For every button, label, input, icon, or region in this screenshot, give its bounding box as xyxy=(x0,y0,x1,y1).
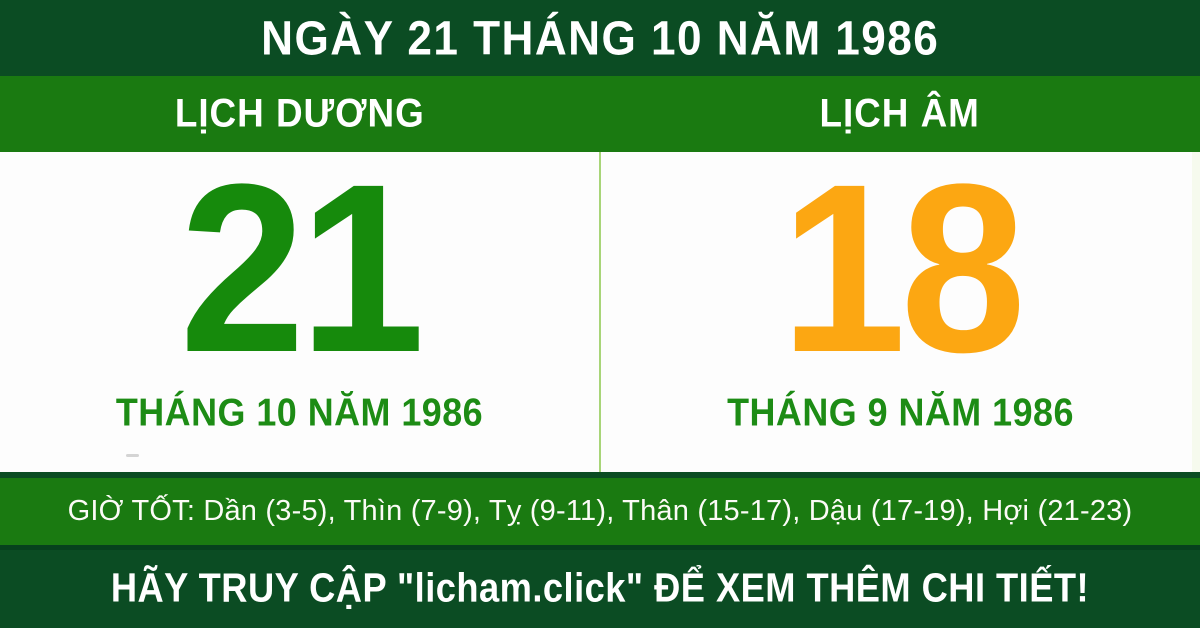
lunar-month-label: THÁNG 9 NĂM 1986 xyxy=(727,390,1074,435)
stray-mark xyxy=(126,454,139,457)
column-divider xyxy=(599,152,601,478)
lunar-calendar-header: LỊCH ÂM xyxy=(600,76,1200,152)
solar-month-label: THÁNG 10 NĂM 1986 xyxy=(115,390,484,435)
solar-day-column: 21 THÁNG 10 NĂM 1986 xyxy=(0,148,599,478)
solar-day-number: 21 xyxy=(179,134,425,402)
solar-calendar-header: LỊCH DƯƠNG xyxy=(0,76,600,152)
footer-cta-bar: HÃY TRUY CẬP "licham.click" ĐỂ XEM THÊM … xyxy=(0,545,1200,628)
calendar-type-bar: LỊCH DƯƠNG LỊCH ÂM xyxy=(0,76,1200,152)
date-title-bar: NGÀY 21 THÁNG 10 NĂM 1986 xyxy=(0,0,1200,76)
lunar-day-number: 18 xyxy=(780,134,1026,402)
good-hours-text: GIỜ TỐT: Dần (3-5), Thìn (7-9), Tỵ (9-11… xyxy=(67,495,1133,527)
lunar-day-column: 18 THÁNG 9 NĂM 1986 xyxy=(601,148,1200,478)
solar-calendar-label: LỊCH DƯƠNG xyxy=(175,91,425,136)
page-title: NGÀY 21 THÁNG 10 NĂM 1986 xyxy=(260,10,940,66)
lunar-calendar-label: LỊCH ÂM xyxy=(819,91,981,136)
day-display-area: 21 THÁNG 10 NĂM 1986 18 THÁNG 9 NĂM 1986 xyxy=(0,148,1200,478)
footer-cta-text: HÃY TRUY CẬP "licham.click" ĐỂ XEM THÊM … xyxy=(110,565,1090,612)
good-hours-bar: GIỜ TỐT: Dần (3-5), Thìn (7-9), Tỵ (9-11… xyxy=(0,472,1200,545)
right-edge-tint xyxy=(1192,152,1200,478)
